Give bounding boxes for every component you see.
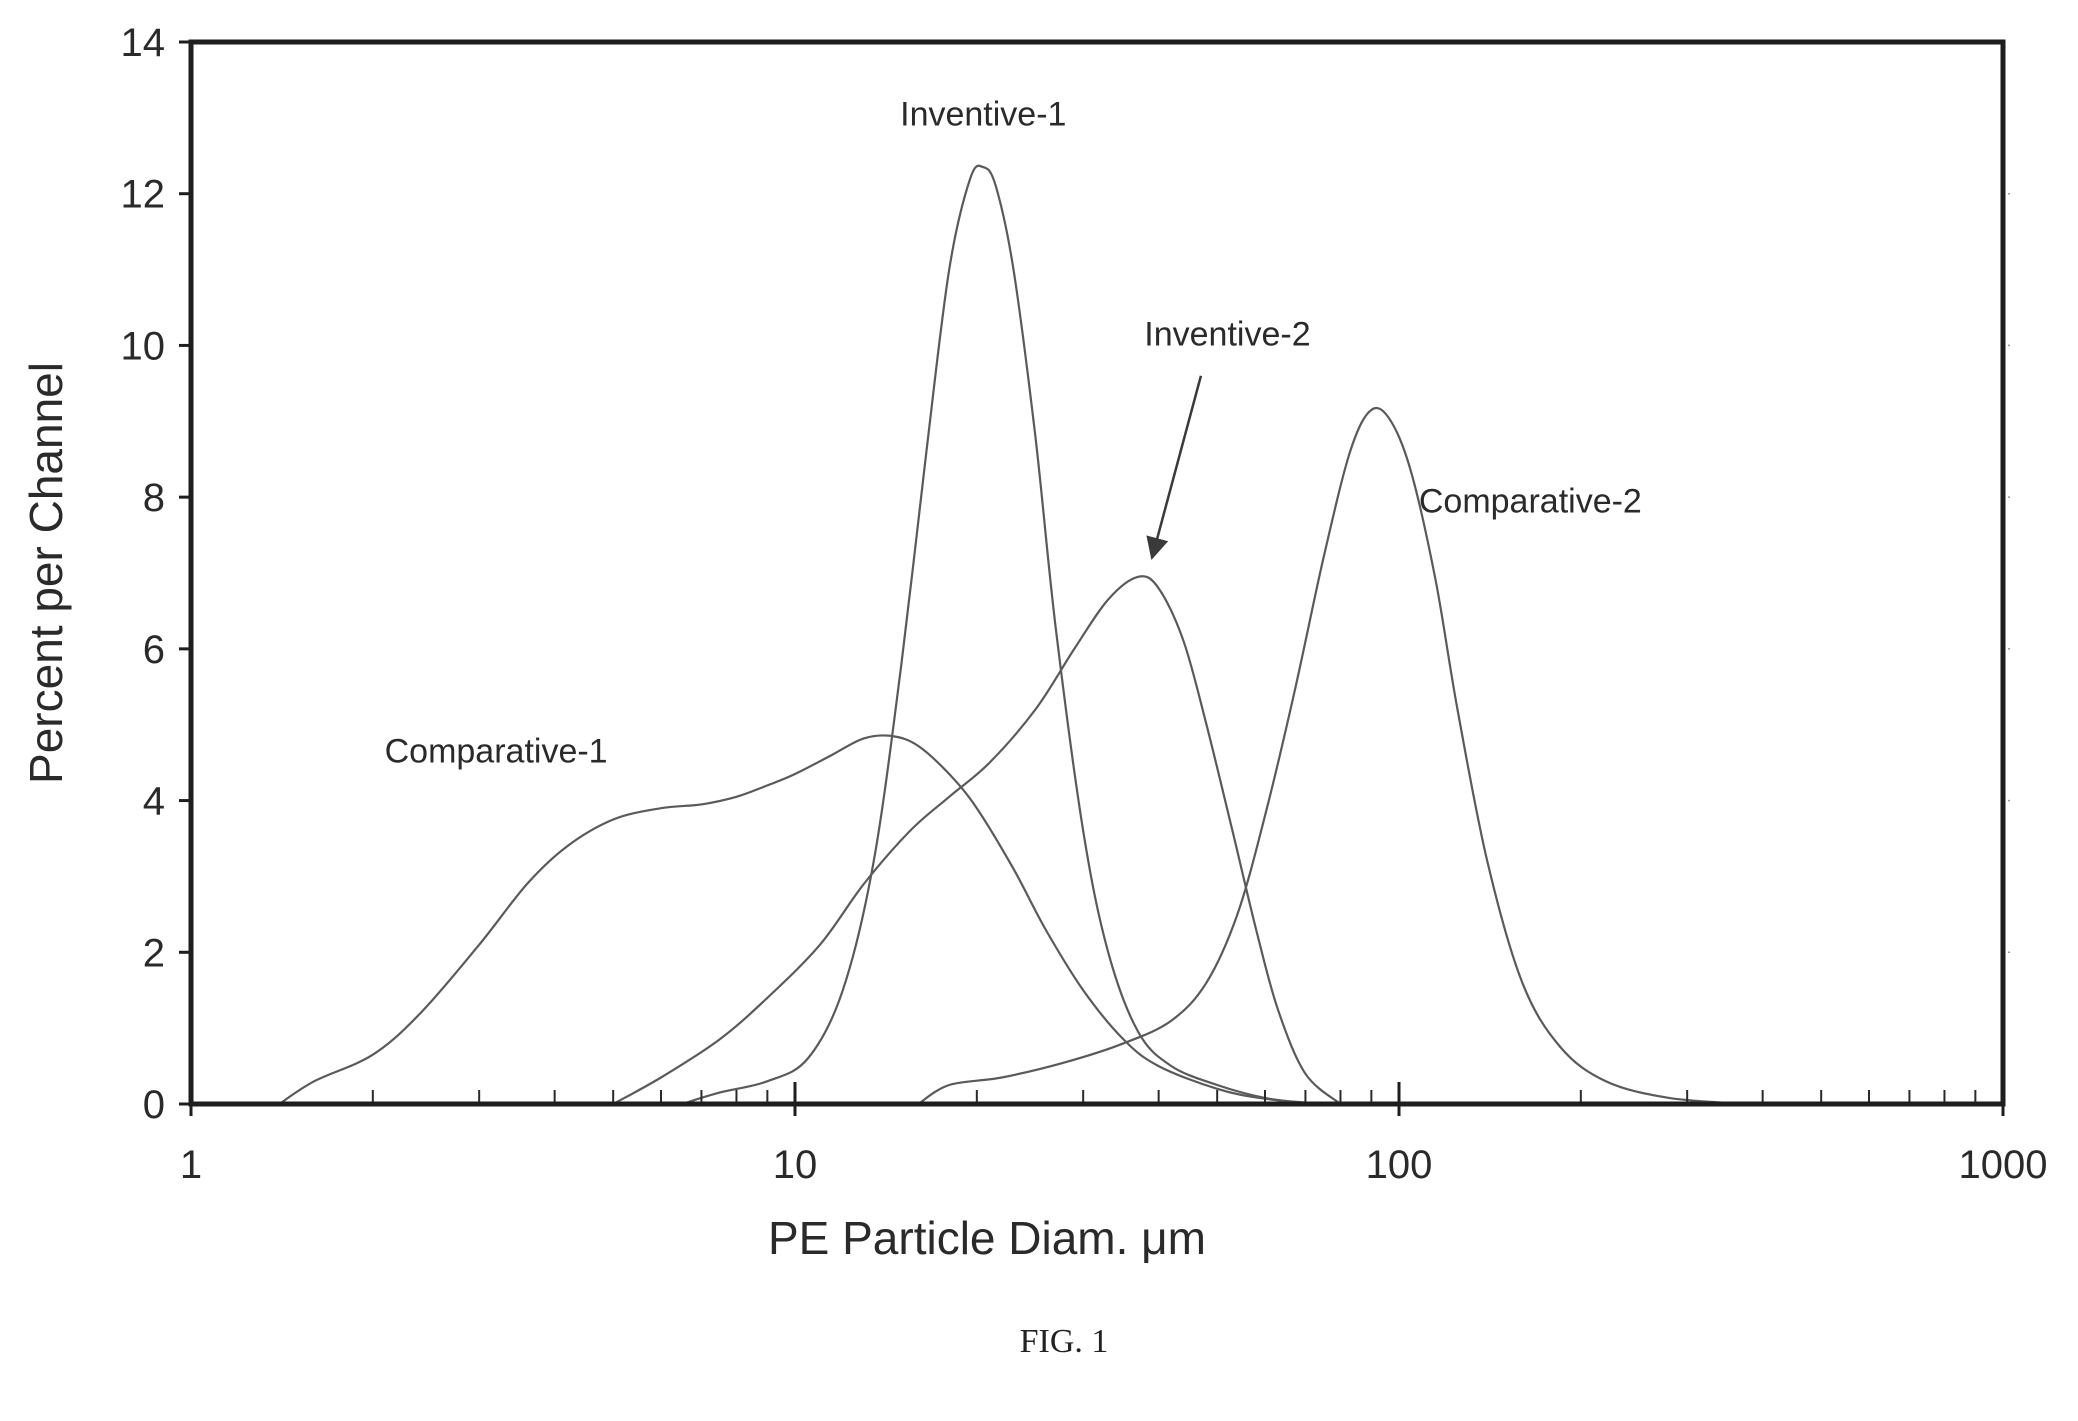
y-tick-label: 14 [121,21,166,65]
x-tick-label: 1000 [1959,1143,2048,1187]
y-tick-label: 8 [143,476,165,520]
series-label-inventive-1: Inventive-1 [900,95,1066,133]
plot-area: 1 10 100 1000 0 2 4 6 8 10 12 14 Comparative-1 Inve… [121,21,2048,1187]
y-axis: 0 2 4 6 8 10 12 14 [121,21,191,1127]
y-tick-label: 0 [143,1083,165,1127]
x-axis-title: PE Particle Diam. μm [768,1212,1206,1264]
figure-caption: FIG. 1 [1020,1323,1109,1360]
series-line-inventive-2 [612,575,1342,1105]
series-layer [278,164,1750,1106]
y-tick-label: 4 [143,780,165,824]
x-tick-label: 100 [1366,1143,1433,1187]
series-line-comparative-1 [278,734,1324,1106]
series-label-comparative-2: Comparative-2 [1419,482,1642,520]
y-tick-label: 12 [121,173,166,217]
plot-frame [188,39,2006,1107]
x-axis: 1 10 100 1000 [180,1082,2048,1187]
series-label-layer: Comparative-1 Inventive-1 Inventive-2 Compa… [385,95,1642,770]
annotation-layer [1146,375,1203,561]
series-label-comparative-1: Comparative-1 [385,733,608,771]
arrow-inventive-2 [1146,375,1203,561]
y-tick-label: 2 [143,931,165,975]
series-line-inventive-1 [681,164,1313,1106]
y-tick-label: 6 [143,628,165,672]
series-label-inventive-2: Inventive-2 [1144,315,1310,353]
y-axis-title: Percent per Channel [20,362,72,784]
series-line-comparative-2 [917,406,1750,1106]
x-tick-label: 1 [180,1143,202,1187]
y-tick-label: 10 [121,324,166,368]
x-tick-label: 10 [773,1143,818,1187]
